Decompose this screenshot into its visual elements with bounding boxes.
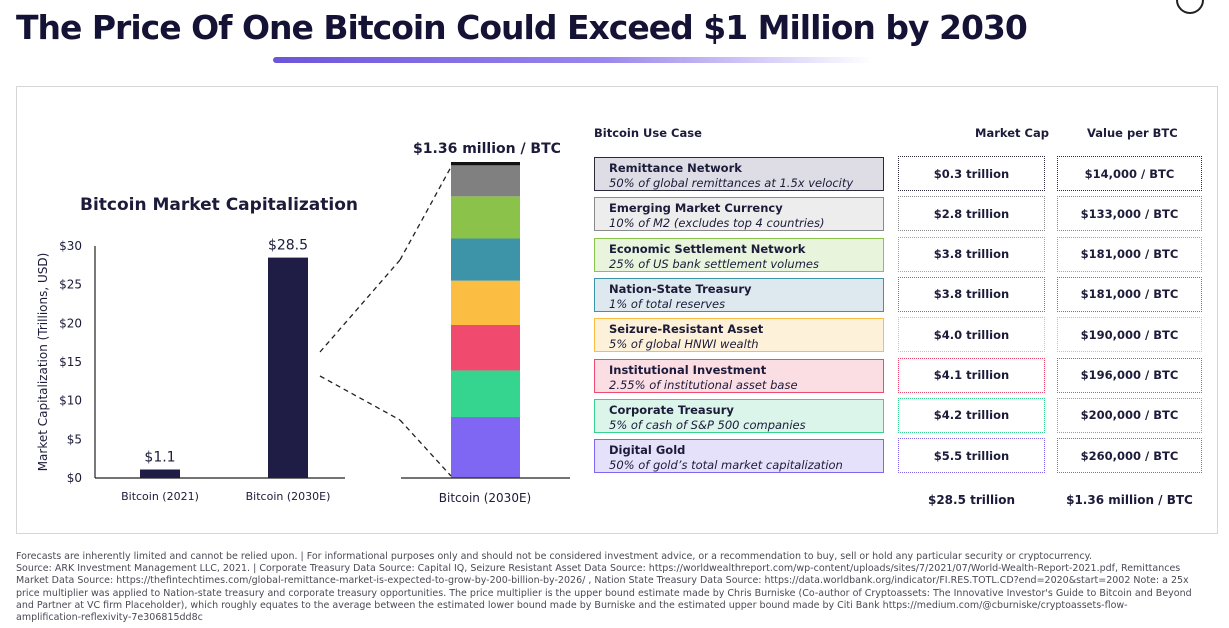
value-per-btc-cell: $181,000 / BTC <box>1057 276 1202 312</box>
footer-line: amplification-reflexivity-7e306815dd8c <box>16 612 203 624</box>
stack-segment <box>451 417 520 478</box>
market-cap-cell: $3.8 trillion <box>898 276 1045 312</box>
stack-segment <box>451 238 520 281</box>
y-tick-label: $20 <box>59 316 82 330</box>
stack-title: $1.36 million / BTC <box>413 141 561 157</box>
y-tick-label: $30 <box>59 239 82 253</box>
use-case-description: 5% of cash of S&P 500 companies <box>609 417 806 432</box>
connector-line-top-2 <box>399 166 452 261</box>
use-case-description: 5% of global HNWI wealth <box>609 337 759 352</box>
bar <box>268 257 308 478</box>
connector-line-bottom <box>319 375 400 421</box>
x-tick-label: Bitcoin (2030E) <box>246 490 331 503</box>
use-case-name: Emerging Market Currency <box>609 201 783 216</box>
footer-line: Forecasts are inherently limited and can… <box>16 551 1092 562</box>
use-case-name: Remittance Network <box>609 161 742 175</box>
use-case-name: Seizure-Resistant Asset <box>609 322 764 337</box>
bar-value-label: $28.5 <box>268 238 308 254</box>
footer-line: Source: ARK Investment Management LLC, 2… <box>16 563 1181 575</box>
y-axis-label: Market Capitalization (Trillions, USD) <box>36 253 50 472</box>
use-case-description: 10% of M2 (excludes top 4 countries) <box>609 216 825 231</box>
use-case-box: Corporate Treasury 5% of cash of S&P 500 … <box>594 398 884 433</box>
stack-segment <box>451 165 520 197</box>
logo-icon <box>1176 0 1204 14</box>
footer-line: price multiplier was applied to Nation-s… <box>16 587 1192 599</box>
y-tick-label: $10 <box>59 394 82 408</box>
bar-chart-title: Bitcoin Market Capitalization <box>80 195 358 215</box>
market-cap-cell: $4.2 trillion <box>898 397 1045 433</box>
chart-panel <box>16 86 1218 534</box>
value-per-btc-cell: $190,000 / BTC <box>1057 317 1202 353</box>
use-case-box: Nation-State Treasury 1% of total reserve… <box>594 277 884 312</box>
connector-line-top <box>319 259 400 353</box>
footer-line: Market Data Source: https://thefintechti… <box>16 575 1189 587</box>
use-case-name: Corporate Treasury <box>609 402 734 417</box>
market-cap-cell: $4.1 trillion <box>898 357 1045 393</box>
use-case-description: 50% of gold’s total market capitalizatio… <box>609 458 843 473</box>
use-case-description: 25% of US bank settlement volumes <box>609 256 819 271</box>
market-cap-cell: $0.3 trillion <box>898 156 1045 191</box>
market-cap-bar-chart: Bitcoin Market Capitalization Market Capi… <box>36 195 400 503</box>
stack-x-tick-label: Bitcoin (2030E) <box>439 491 531 505</box>
use-case-name: Economic Settlement Network <box>609 241 806 256</box>
value-per-btc-cell: $200,000 / BTC <box>1057 397 1202 433</box>
use-case-box: Digital Gold 50% of gold’s total market c… <box>594 439 884 474</box>
use-case-box: Remittance Network 50% of global remittan… <box>594 157 884 191</box>
value-per-btc-cell: $260,000 / BTC <box>1057 438 1202 474</box>
use-case-box: Seizure-Resistant Asset 5% of global HNWI… <box>594 318 884 353</box>
y-tick-label: $0 <box>67 471 82 485</box>
use-case-name: Institutional Investment <box>609 362 767 377</box>
value-per-btc-cell: $14,000 / BTC <box>1057 156 1202 191</box>
header-market-cap: Market Cap <box>975 126 1049 140</box>
use-case-box: Institutional Investment 2.55% of institu… <box>594 358 884 393</box>
title-underline <box>273 57 873 63</box>
bar <box>140 469 180 478</box>
stack-segment <box>451 370 520 418</box>
bar-value-label: $1.1 <box>144 449 175 465</box>
value-per-btc-cell: $133,000 / BTC <box>1057 196 1202 232</box>
footer-disclaimer: Forecasts are inherently limited and can… <box>16 551 1222 624</box>
use-case-name: Digital Gold <box>609 443 686 458</box>
page-title: The Price Of One Bitcoin Could Exceed $1… <box>16 8 1028 47</box>
footer-line: and Partner at VC firm Placeholder), whi… <box>16 599 1128 611</box>
y-tick-label: $25 <box>59 278 82 292</box>
y-tick-label: $5 <box>67 432 82 446</box>
value-per-btc-cell: $181,000 / BTC <box>1057 236 1202 272</box>
stack-segment <box>451 280 520 325</box>
use-case-description: 1% of total reserves <box>609 296 726 311</box>
value-per-btc-cell: $196,000 / BTC <box>1057 357 1202 393</box>
total-value-per-btc: $1.36 million / BTC <box>1066 493 1193 507</box>
market-cap-cell: $2.8 trillion <box>898 196 1045 232</box>
market-cap-cell: $4.0 trillion <box>898 317 1045 353</box>
connector-line-bottom-2 <box>399 419 452 477</box>
use-case-description: 2.55% of institutional asset base <box>609 377 798 392</box>
stacked-bar-chart: $1.36 million / BTC Bitcoin (2030E) <box>399 141 570 505</box>
market-cap-cell: $3.8 trillion <box>898 236 1045 272</box>
use-case-box: Economic Settlement Network 25% of US ban… <box>594 237 884 272</box>
x-tick-label: Bitcoin (2021) <box>121 490 199 503</box>
y-tick-label: $15 <box>59 355 82 369</box>
stack-segment <box>451 162 520 166</box>
header-use-case: Bitcoin Use Case <box>594 126 702 140</box>
use-case-description: 50% of global remittances at 1.5x veloci… <box>609 176 854 190</box>
use-case-name: Nation-State Treasury <box>609 281 752 296</box>
market-cap-cell: $5.5 trillion <box>898 438 1045 474</box>
stack-segment <box>451 196 520 239</box>
use-case-box: Emerging Market Currency 10% of M2 (exclu… <box>594 197 884 232</box>
header-value-per-btc: Value per BTC <box>1087 126 1178 140</box>
stack-segment <box>451 324 520 371</box>
total-market-cap: $28.5 trillion <box>927 493 1016 507</box>
